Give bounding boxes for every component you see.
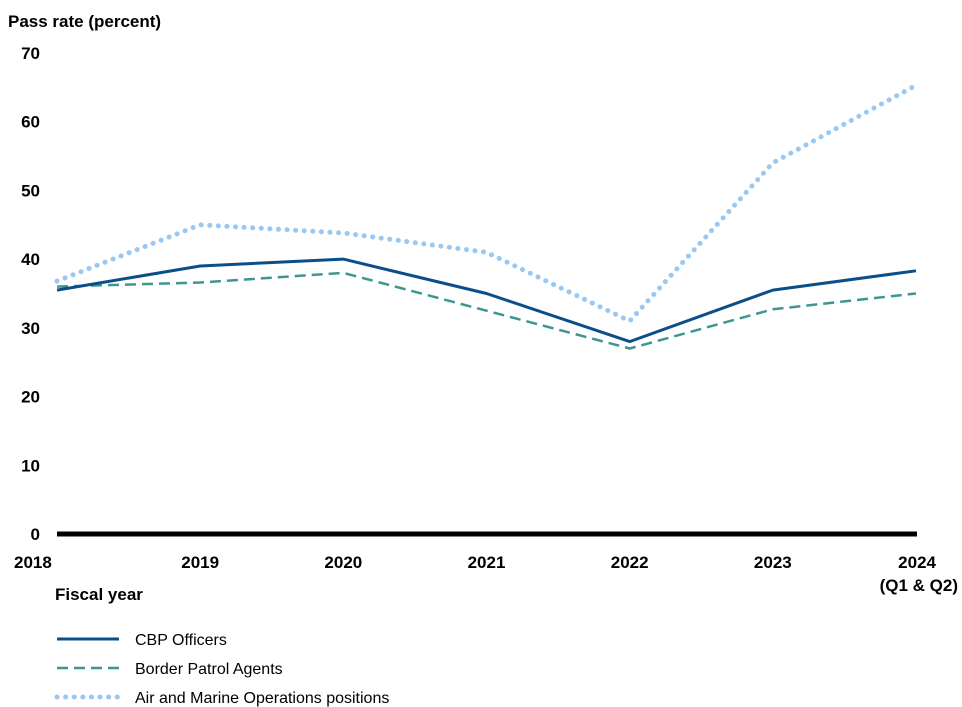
x-tick-sublabel: (Q1 & Q2)	[880, 576, 958, 595]
y-axis-title: Pass rate (percent)	[8, 12, 161, 31]
y-tick-label: 10	[21, 456, 40, 475]
y-tick-label: 40	[21, 250, 40, 269]
series-line-border-patrol-agents	[56, 271, 917, 350]
x-tick-label: 2019	[181, 553, 219, 572]
legend-label: Border Patrol Agents	[135, 661, 283, 678]
y-tick-label: 30	[21, 319, 40, 338]
x-tick-labels: 2018 2019 2020 2021 2022 2023 2024 (Q1 & Q2)	[14, 553, 958, 595]
legend: CBP Officers Border Patrol Agents Air and …	[54, 632, 389, 707]
y-tick-label: 70	[21, 44, 40, 63]
x-tick-label: 2020	[324, 553, 362, 572]
x-tick-label: 2021	[468, 553, 506, 572]
y-tick-label: 20	[21, 388, 40, 407]
x-tick-label: 2024	[898, 553, 936, 572]
x-tick-label: 2018	[14, 553, 52, 572]
y-tick-labels: 0 10 20 30 40 50 60 70	[21, 44, 40, 544]
legend-label: CBP Officers	[135, 632, 227, 649]
y-tick-label: 0	[31, 525, 40, 544]
y-tick-label: 60	[21, 113, 40, 132]
x-tick-label: 2023	[754, 553, 792, 572]
y-tick-label: 50	[21, 181, 40, 200]
x-tick-label: 2022	[611, 553, 649, 572]
legend-label: Air and Marine Operations positions	[135, 690, 389, 707]
x-axis-title: Fiscal year	[55, 585, 143, 604]
series-line-air-and-marine-operations-positions	[54, 82, 919, 324]
series-lines	[54, 82, 919, 350]
series-line-cbp-officers	[56, 257, 917, 344]
